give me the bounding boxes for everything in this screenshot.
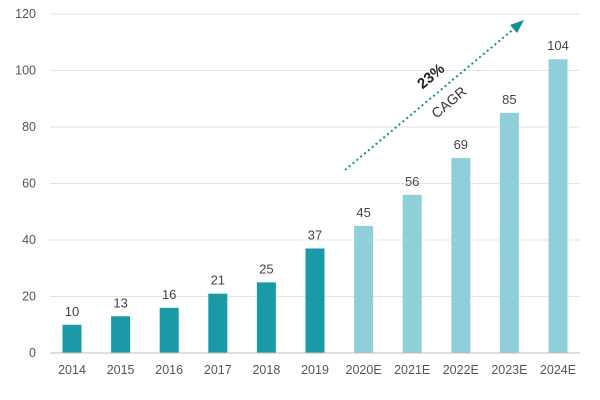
x-tick-label-2016: 2016: [155, 363, 183, 377]
y-tick-label: 100: [15, 64, 36, 78]
cagr-text-label: CAGR: [428, 83, 469, 121]
data-labels: 10 13 16 21 25 37 45 56 69 85 104: [65, 38, 569, 319]
x-tick-label-2023E: 2023E: [491, 363, 527, 377]
data-label-2022E: 69: [454, 137, 468, 152]
y-tick-label: 0: [29, 346, 36, 360]
bar-2022E: [451, 158, 471, 353]
data-label-2020E: 45: [356, 205, 370, 220]
data-label-2017: 21: [211, 273, 225, 288]
x-axis-ticks: 2014 2015 2016 2017 2018 2019 2020E 2021E 2022E 2…: [58, 363, 576, 377]
x-tick-label-2020E: 2020E: [346, 363, 382, 377]
data-label-2018: 25: [259, 261, 273, 276]
bar-2015: [111, 316, 131, 353]
x-tick-label-2021E: 2021E: [394, 363, 430, 377]
gridlines: [50, 13, 580, 297]
bar-2014: [62, 324, 82, 353]
x-tick-label-2019: 2019: [301, 363, 329, 377]
x-tick-label-2014: 2014: [58, 363, 86, 377]
y-tick-label: 60: [22, 177, 36, 191]
bars: [62, 59, 568, 353]
bar-2016: [159, 307, 179, 353]
cagr-annotation: 23% CAGR: [344, 20, 524, 171]
y-tick-label: 20: [22, 290, 36, 304]
bar-2024E: [548, 59, 568, 353]
bar-2021E: [402, 194, 422, 353]
cagr-arrow-head-icon: [510, 20, 524, 33]
data-label-2019: 37: [308, 227, 322, 242]
y-axis-ticks: 0 20 40 60 80 100 120: [15, 7, 36, 360]
bar-2017: [208, 293, 228, 353]
bar-2019: [305, 248, 325, 353]
data-label-2014: 10: [65, 304, 79, 319]
y-tick-label: 80: [22, 120, 36, 134]
data-label-2015: 13: [113, 295, 127, 310]
bar-2018: [256, 282, 276, 353]
data-label-2016: 16: [162, 287, 176, 302]
cagr-percent-label: 23%: [414, 60, 448, 92]
y-tick-label: 120: [15, 7, 36, 21]
bar-2020E: [354, 225, 374, 353]
data-label-2023E: 85: [502, 92, 516, 107]
y-tick-label: 40: [22, 233, 36, 247]
x-tick-label-2017: 2017: [204, 363, 232, 377]
x-tick-label-2024E: 2024E: [540, 363, 576, 377]
x-tick-label-2015: 2015: [107, 363, 135, 377]
cagr-arrow-line: [344, 26, 517, 171]
x-tick-label-2018: 2018: [252, 363, 280, 377]
data-label-2021E: 56: [405, 174, 419, 189]
bar-2023E: [499, 112, 519, 353]
data-label-2024E: 104: [547, 38, 569, 53]
x-tick-label-2022E: 2022E: [443, 363, 479, 377]
